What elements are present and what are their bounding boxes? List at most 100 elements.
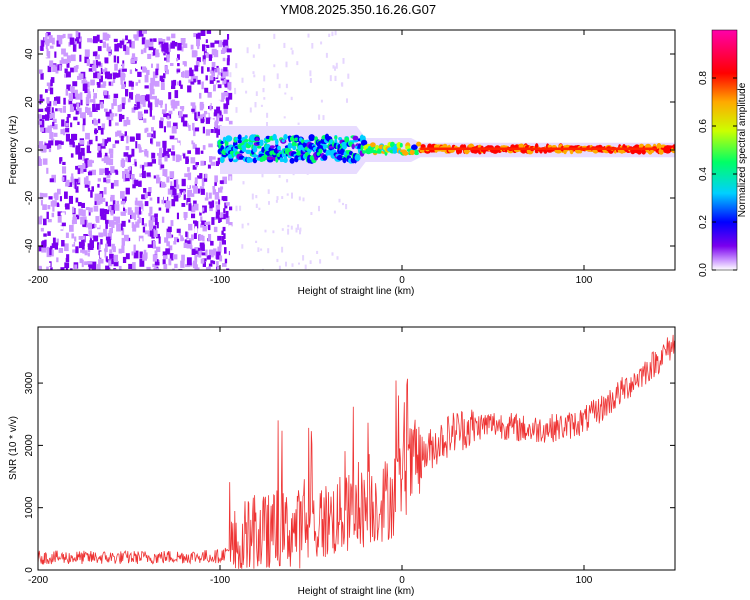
noise-speck	[215, 204, 220, 212]
noise-speck	[209, 75, 214, 81]
noise-speck	[99, 168, 104, 175]
noise-speck	[72, 81, 78, 87]
noise-speck	[319, 259, 322, 264]
noise-speck	[112, 143, 116, 148]
noise-speck	[120, 77, 123, 85]
noise-speck	[80, 177, 85, 185]
noise-speck	[108, 49, 112, 55]
noise-speck	[161, 153, 167, 158]
noise-speck	[129, 92, 134, 100]
noise-speck	[165, 248, 170, 255]
noise-speck	[133, 250, 139, 259]
noise-speck	[76, 228, 81, 233]
noise-speck	[180, 235, 183, 242]
noise-speck	[116, 200, 119, 205]
snr-marks	[38, 334, 675, 569]
noise-speck	[153, 48, 157, 56]
noise-speck	[176, 69, 181, 73]
noise-speck	[160, 78, 165, 83]
noise-speck	[118, 265, 122, 270]
noise-speck	[179, 106, 185, 110]
snr-xlabel: Height of straight line (km)	[298, 586, 415, 597]
noise-speck	[187, 182, 190, 189]
signal-blob	[672, 144, 675, 150]
noise-speck	[295, 227, 298, 233]
noise-speck	[219, 180, 224, 184]
noise-speck	[84, 181, 90, 188]
noise-speck	[217, 84, 222, 89]
noise-speck	[331, 31, 334, 37]
x-tick-label: 100	[576, 575, 593, 586]
noise-speck	[208, 54, 212, 61]
noise-speck	[187, 85, 192, 93]
noise-speck	[338, 198, 341, 203]
noise-speck	[101, 168, 106, 174]
noise-speck	[127, 98, 131, 103]
noise-speck	[202, 145, 206, 150]
noise-speck	[158, 41, 164, 45]
noise-speck	[178, 155, 182, 161]
y-tick-label: 2000	[24, 434, 35, 457]
noise-speck	[86, 94, 91, 99]
noise-speck	[195, 147, 200, 155]
noise-speck	[141, 169, 144, 175]
noise-speck	[164, 172, 168, 177]
noise-speck	[150, 133, 154, 138]
noise-speck	[159, 120, 164, 129]
colorbar-tick-label: 0.8	[698, 71, 709, 85]
noise-speck	[121, 60, 125, 67]
noise-speck	[53, 182, 58, 191]
noise-speck	[69, 138, 75, 145]
noise-speck	[54, 51, 57, 58]
noise-speck	[191, 224, 195, 233]
noise-speck	[176, 256, 181, 262]
noise-speck	[190, 102, 196, 106]
noise-speck	[97, 143, 101, 148]
noise-speck	[88, 263, 92, 269]
noise-speck	[112, 98, 117, 106]
noise-speck	[186, 257, 192, 266]
noise-speck	[86, 163, 89, 168]
noise-speck	[86, 59, 90, 66]
noise-speck	[96, 82, 101, 88]
noise-speck	[164, 57, 167, 61]
noise-speck	[59, 60, 63, 67]
noise-speck	[207, 67, 210, 72]
noise-speck	[113, 254, 118, 263]
noise-speck	[255, 203, 258, 208]
noise-speck	[175, 187, 180, 194]
noise-speck	[227, 34, 230, 40]
noise-speck	[174, 42, 178, 47]
noise-speck	[53, 118, 57, 123]
noise-speck	[216, 267, 221, 270]
noise-speck	[85, 176, 89, 182]
noise-speck	[97, 126, 102, 131]
noise-speck	[89, 237, 92, 241]
figure-title: YM08.2025.350.16.26.G07	[280, 2, 436, 17]
noise-speck	[109, 249, 113, 254]
noise-speck	[108, 119, 112, 127]
noise-speck	[285, 83, 288, 89]
noise-speck	[150, 169, 154, 176]
noise-speck	[77, 177, 81, 183]
noise-speck	[223, 196, 228, 202]
noise-speck	[46, 265, 49, 270]
y-tick-label: -40	[24, 238, 35, 253]
noise-speck	[156, 44, 161, 51]
noise-speck	[70, 176, 74, 183]
noise-speck	[213, 248, 217, 256]
noise-speck	[220, 98, 225, 102]
noise-speck	[144, 230, 150, 235]
noise-speck	[235, 63, 238, 69]
noise-speck	[200, 244, 205, 252]
noise-speck	[208, 234, 212, 241]
noise-speck	[165, 69, 169, 75]
noise-speck	[194, 112, 197, 120]
noise-speck	[170, 151, 176, 156]
noise-speck	[257, 247, 260, 252]
noise-speck	[71, 264, 76, 270]
noise-speck	[68, 99, 73, 105]
noise-speck	[193, 203, 199, 211]
noise-speck	[81, 65, 84, 74]
